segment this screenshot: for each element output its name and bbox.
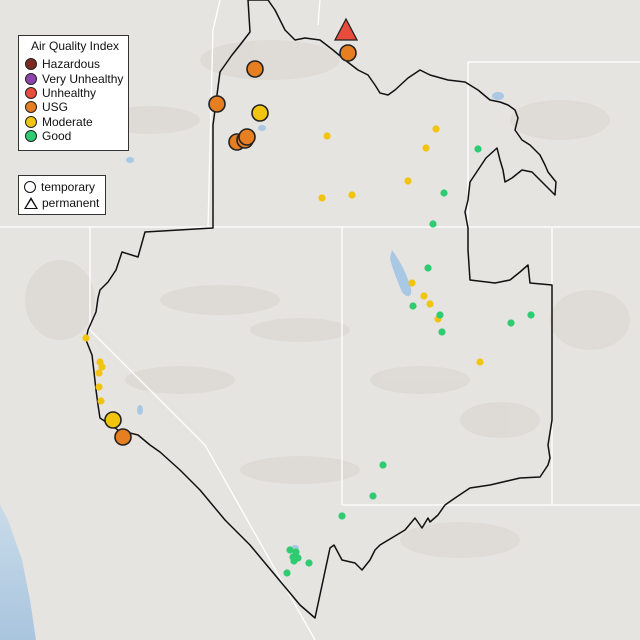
- monitor-moderate: [408, 279, 416, 287]
- legend-item-permanent: permanent: [24, 195, 100, 211]
- legend-label-very-unhealthy: Very Unhealthy: [42, 71, 124, 86]
- monitor-moderate: [95, 383, 103, 391]
- legend-item-moderate: Moderate: [25, 115, 122, 129]
- temporary-label: temporary: [41, 180, 96, 194]
- temporary-monitor-usg: [339, 44, 357, 62]
- permanent-label: permanent: [42, 196, 100, 210]
- monitor-good: [527, 311, 535, 319]
- pacific-ocean: [0, 505, 36, 640]
- monitor-good: [409, 302, 417, 310]
- monitor-moderate: [432, 125, 440, 133]
- monitor-good: [424, 264, 432, 272]
- monitor-good: [305, 559, 313, 567]
- moderate-swatch: [25, 115, 37, 128]
- legend-label-unhealthy: Unhealthy: [42, 85, 97, 100]
- monitor-moderate: [422, 144, 430, 152]
- good-swatch: [25, 130, 37, 143]
- monitor-good: [369, 492, 377, 500]
- temporary-monitor-usg: [246, 60, 264, 78]
- aqi-legend: Air Quality Index Hazardous Very Unhealt…: [18, 35, 129, 151]
- temporary-monitor-usg: [238, 128, 256, 146]
- monitor-moderate: [404, 177, 412, 185]
- monitor-moderate: [82, 334, 90, 342]
- monitor-moderate: [348, 191, 356, 199]
- monitor-moderate: [95, 369, 103, 377]
- monitor-good: [436, 311, 444, 319]
- circle-icon: [24, 181, 36, 193]
- monitor-moderate: [420, 292, 428, 300]
- monitor-good: [507, 319, 515, 327]
- monitor-moderate: [426, 300, 434, 308]
- monitor-good: [379, 461, 387, 469]
- monitor-moderate: [318, 194, 326, 202]
- legend-label-hazardous: Hazardous: [42, 57, 101, 72]
- monitor-good: [429, 220, 437, 228]
- monitor-good: [440, 189, 448, 197]
- monitor-good: [290, 557, 298, 565]
- monitor-moderate: [97, 397, 105, 405]
- legend-item-usg: USG: [25, 100, 122, 114]
- temporary-monitor-moderate: [104, 411, 122, 429]
- temporary-monitor-usg: [208, 95, 226, 113]
- usg-swatch: [25, 101, 37, 114]
- monitor-good: [286, 546, 294, 554]
- monitor-good: [283, 569, 291, 577]
- legend-label-good: Good: [42, 129, 72, 144]
- terrain-shading: [25, 40, 630, 558]
- monitor-layer: [82, 17, 535, 577]
- monitor-moderate: [323, 132, 331, 140]
- unhealthy-swatch: [25, 86, 37, 99]
- monitor-type-legend: temporary permanent: [18, 175, 106, 215]
- monitor-good: [338, 512, 346, 520]
- lakes: [126, 92, 504, 551]
- legend-item-temporary: temporary: [24, 179, 100, 195]
- permanent-monitor-unhealthy: [333, 17, 359, 41]
- legend-item-very-unhealthy: Very Unhealthy: [25, 71, 124, 86]
- monitor-moderate: [98, 363, 106, 371]
- temporary-monitor-moderate: [251, 104, 269, 122]
- legend-label-moderate: Moderate: [42, 114, 93, 129]
- legend-title: Air Quality Index: [31, 39, 120, 53]
- monitor-moderate: [476, 358, 484, 366]
- legend-item-unhealthy: Unhealthy: [25, 86, 122, 100]
- very-unhealthy-swatch: [25, 72, 37, 85]
- hazardous-swatch: [25, 58, 37, 71]
- monitor-good: [474, 145, 482, 153]
- monitor-good: [438, 328, 446, 336]
- triangle-icon: [24, 197, 38, 209]
- region-outline: [85, 0, 557, 619]
- legend-item-hazardous: Hazardous: [25, 57, 122, 71]
- temporary-monitor-usg: [114, 428, 132, 446]
- legend-item-good: Good: [25, 129, 122, 143]
- legend-label-usg: USG: [42, 100, 69, 115]
